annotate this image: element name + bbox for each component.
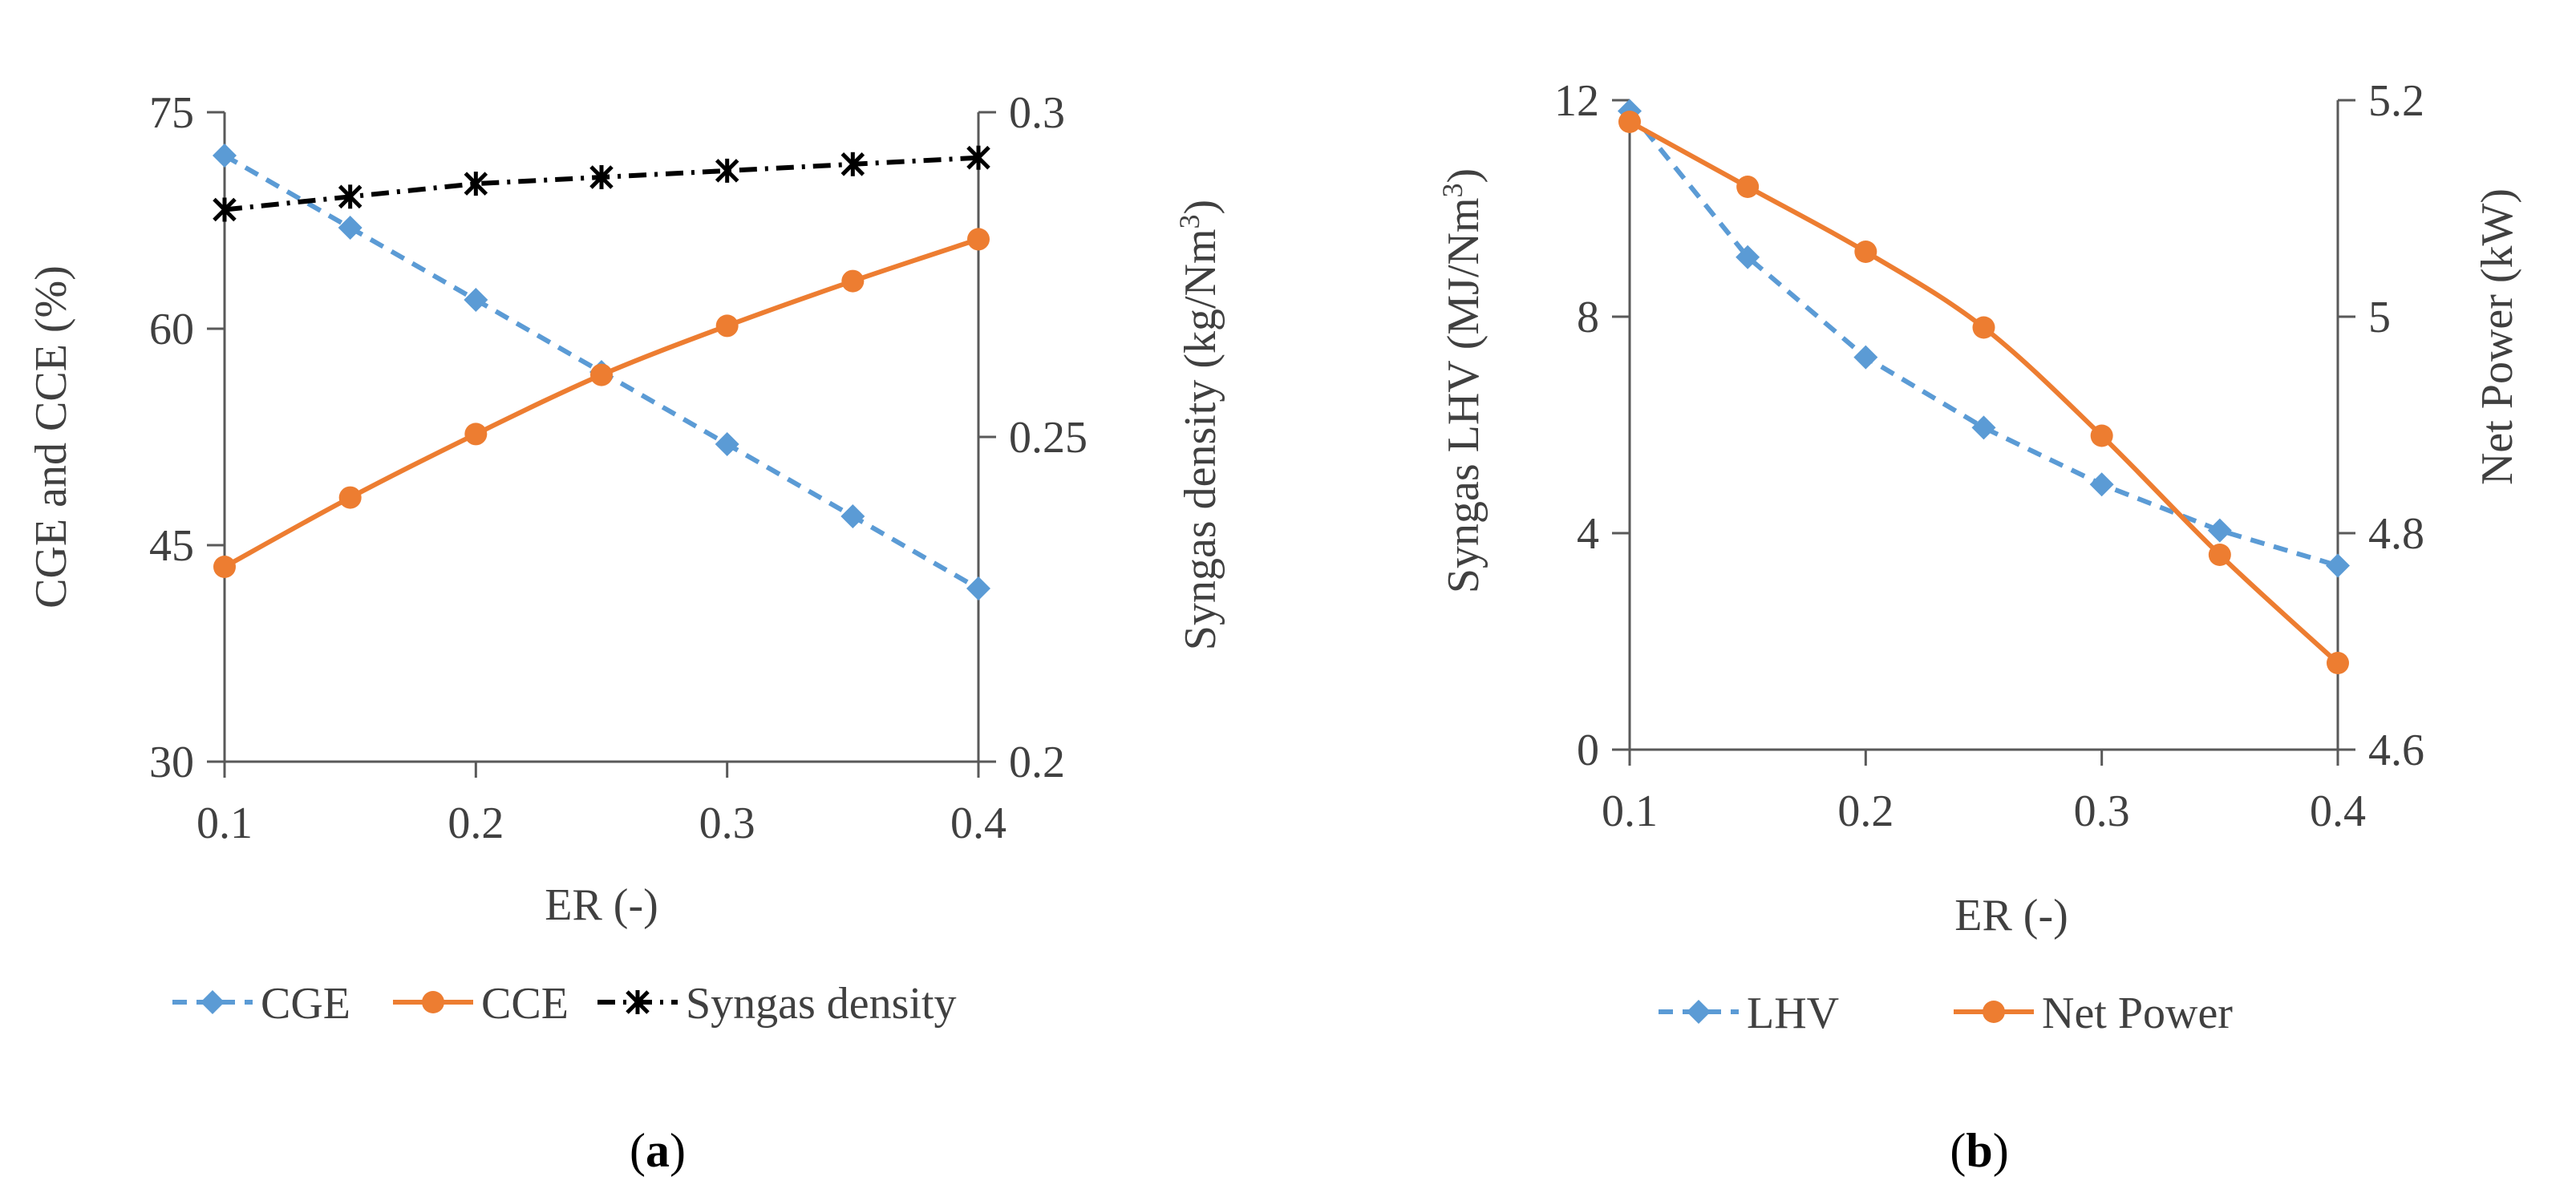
net-power-point-b [2090,424,2113,447]
y-left-tick-label-a: 60 [149,305,194,354]
net-power-point-b [1972,316,1995,339]
panel-label-a: (a) [630,1124,686,1177]
x-tick-label-a: 0.2 [448,799,504,848]
cge-point-a [840,504,865,528]
legend-marker-syngas-density [626,990,650,1014]
legend-b: LHV Net Power [1659,989,2233,1038]
y-left-axis-title-b: Syngas LHV (MJ/Nm3) [1436,168,1488,593]
x-tick-label-a: 0.3 [699,799,755,848]
y-left-axis-title-b-sup: 3 [1436,183,1468,197]
x-tick-label-b: 0.2 [1837,787,1894,836]
lhv-point-b [2326,553,2350,578]
x-tick-label-a: 0.4 [950,799,1007,848]
legend-marker-net-power [1983,1001,2005,1023]
legend-label-syngas-density: Syngas density [686,979,957,1029]
syngas-density-point-a [589,165,614,189]
syngas-density-point-a [966,145,990,170]
cge-point-a [338,216,363,240]
cce-point-a [715,314,739,338]
y-right-tick-label-b: 4.8 [2368,509,2424,559]
syngas-density-point-a [840,152,865,176]
syngas-density-point-a [338,184,363,209]
y-right-axis-title-a-main: Syngas density (kg/Nm [1176,228,1225,650]
y-left-tick-label-b: 0 [1577,726,1599,775]
lhv-point-b [1736,245,1760,269]
axes-a: 30 45 60 75 0.2 0.25 0.3 0.1 0.2 0.3 0.4 [149,88,1088,848]
chart-panel-a: 30 45 60 75 0.2 0.25 0.3 0.1 0.2 0.3 0.4 ER (-) CG… [26,88,1225,1177]
net-power-point-b [2327,652,2349,674]
syngas-density-point-a [715,158,739,183]
lhv-point-b [2089,472,2114,497]
y-right-axis-title-a: Syngas density (kg/Nm3) [1173,200,1225,650]
legend-label-cge: CGE [261,979,350,1029]
x-tick-label-b: 0.3 [2074,787,2130,836]
y-right-axis-title-a-end: ) [1176,200,1225,215]
lhv-point-b [2207,518,2232,543]
y-right-axis-title-b: Net Power (kW) [2473,188,2522,485]
y-right-tick-label-a: 0.2 [1009,738,1065,787]
cce-point-a [967,228,990,251]
y-right-tick-label-b: 5.2 [2368,76,2424,126]
y-right-tick-label-a: 0.3 [1009,88,1065,138]
syngas-density-point-a [213,197,237,222]
y-right-tick-label-b: 4.6 [2368,726,2424,775]
y-right-axis-title-a-sup: 3 [1173,214,1205,228]
x-tick-label-b: 0.1 [1602,787,1658,836]
x-tick-label-a: 0.1 [196,799,253,848]
legend-a: CGE CCE Syngas density [172,979,957,1029]
lhv-point-b [1853,345,1878,370]
axes-b: 0 4 8 12 4.6 4.8 5 5.2 0.1 0.2 0.3 0.4 [1554,76,2424,836]
net-power-point-b [1736,176,1760,198]
chart-panel-b: 0 4 8 12 4.6 4.8 5 5.2 0.1 0.2 0.3 0.4 ER (-) Synga… [1436,76,2522,1177]
legend-label-cce: CCE [481,979,569,1029]
series-a [213,144,990,600]
net-power-line-b [1628,119,2340,665]
legend-label-net-power: Net Power [2042,989,2233,1038]
x-axis-title-b: ER (-) [1954,891,2068,940]
y-left-axis-title-b-main: Syngas LHV (MJ/Nm [1439,197,1488,593]
panel-label-a-letter: a [646,1124,670,1177]
legend-marker-lhv [1687,1000,1711,1024]
cce-point-a [590,363,613,386]
y-left-tick-label-a: 75 [149,88,194,138]
x-tick-label-b: 0.4 [2310,787,2366,836]
lhv-point-b [1971,415,1996,440]
net-power-point-b [1618,111,1641,133]
net-power-point-b [1854,241,1877,263]
net-power-point-b [2208,544,2231,566]
y-left-tick-label-b: 4 [1577,509,1599,559]
y-left-tick-label-b: 8 [1577,293,1599,342]
cge-point-a [966,576,990,600]
cge-point-a [213,144,237,168]
panel-label-b-letter: b [1966,1124,1992,1177]
y-right-tick-label-a: 0.25 [1009,413,1088,463]
y-right-tick-label-b: 5 [2368,293,2391,342]
cge-point-a [464,288,488,312]
y-left-tick-label-a: 30 [149,738,194,787]
legend-marker-cge [200,990,225,1014]
y-left-axis-title-b-end: ) [1439,168,1488,184]
legend-marker-cce [422,991,444,1013]
cce-point-a [841,269,865,293]
cce-point-a [338,486,362,509]
cge-point-a [715,432,739,456]
y-left-axis-title-a: CGE and CCE (%) [26,265,76,609]
cce-point-a [464,423,488,446]
panel-label-b: (b) [1950,1124,2008,1177]
cce-line-a [223,237,979,569]
syngas-density-point-a [464,172,488,196]
y-left-tick-label-a: 45 [149,521,194,571]
series-b [1618,99,2350,674]
legend-label-lhv: LHV [1747,989,1839,1038]
y-left-tick-label-b: 12 [1554,76,1599,126]
cce-point-a [213,556,236,578]
x-axis-title-a: ER (-) [545,880,658,930]
